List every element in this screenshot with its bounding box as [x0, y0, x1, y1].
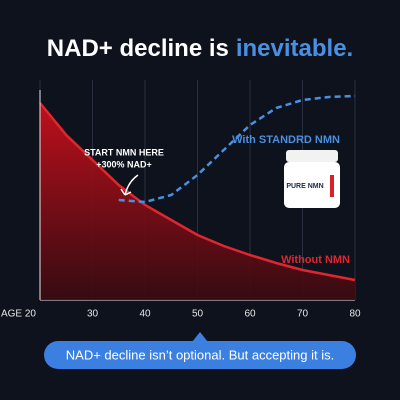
annotation: START NMN HERE: [84, 147, 164, 157]
jar-stripe: [330, 175, 334, 197]
x-tick-label: 80: [349, 309, 361, 320]
jar-body: [284, 162, 340, 208]
x-tick-label: AGE 20: [1, 309, 36, 320]
line: [39, 102, 356, 282]
title-part: NAD+ decline is: [47, 35, 229, 62]
x-tick-label: 50: [192, 309, 204, 320]
annotation: +300% NAD+: [96, 159, 152, 169]
footer-text: NAD+ decline isn’t optional. But accepti…: [66, 347, 334, 362]
x-tick-label: 60: [244, 309, 256, 320]
title-highlight: inevitable.: [236, 35, 353, 62]
arrow: [120, 174, 139, 196]
area: [40, 103, 355, 300]
x-tick-label: 30: [87, 309, 99, 320]
line: [118, 94, 356, 204]
jar-lid: [286, 150, 338, 162]
callout: [44, 341, 356, 369]
chart-title: NAD+ decline is inevitable.: [47, 35, 353, 62]
callout-pointer: [192, 332, 208, 342]
legend-label: Without NMN: [281, 254, 350, 266]
legend-label: With STANDRD NMN: [232, 134, 340, 146]
x-tick-label: 70: [297, 309, 309, 320]
product-label: PURE NMN: [286, 183, 323, 190]
product-jar: PURE NMN: [284, 150, 340, 208]
x-tick-label: 40: [139, 309, 151, 320]
